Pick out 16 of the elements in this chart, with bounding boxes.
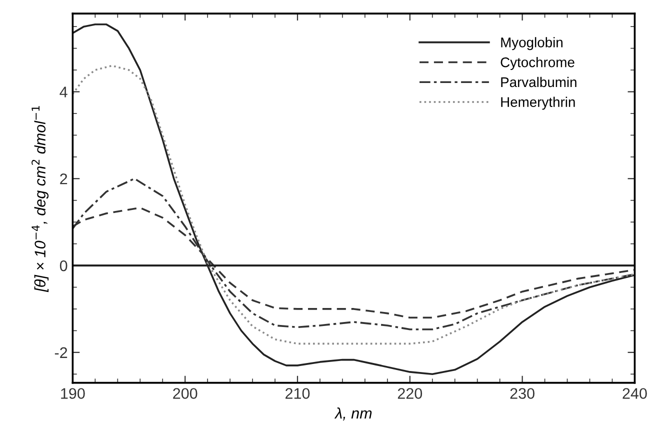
x-axis-title: λ, nm	[334, 407, 372, 420]
x-tick-label: 200	[173, 388, 198, 399]
x-tick-label: 210	[286, 388, 310, 399]
y-tick-label: -2	[54, 347, 68, 358]
y-tick-label: 2	[60, 174, 68, 184]
x-tick-label: 240	[622, 388, 647, 399]
legend-label: Cytochrome	[500, 57, 574, 70]
y-tick-label: 0	[60, 260, 68, 272]
legend-label: Hemerythrin	[501, 96, 575, 110]
legend-label: Myoglobin	[501, 37, 562, 50]
y-tick-label: 4	[60, 86, 68, 98]
legend-label: Parvalbumin	[501, 76, 576, 88]
x-tick-label: 220	[398, 388, 422, 399]
y-axis-title: [θ] × 10$^{−4}$, deg cm$^{2}$ dmol$^{−1}$	[32, 106, 49, 292]
x-tick-label: 190	[61, 388, 85, 399]
x-tick-label: 230	[510, 388, 534, 399]
